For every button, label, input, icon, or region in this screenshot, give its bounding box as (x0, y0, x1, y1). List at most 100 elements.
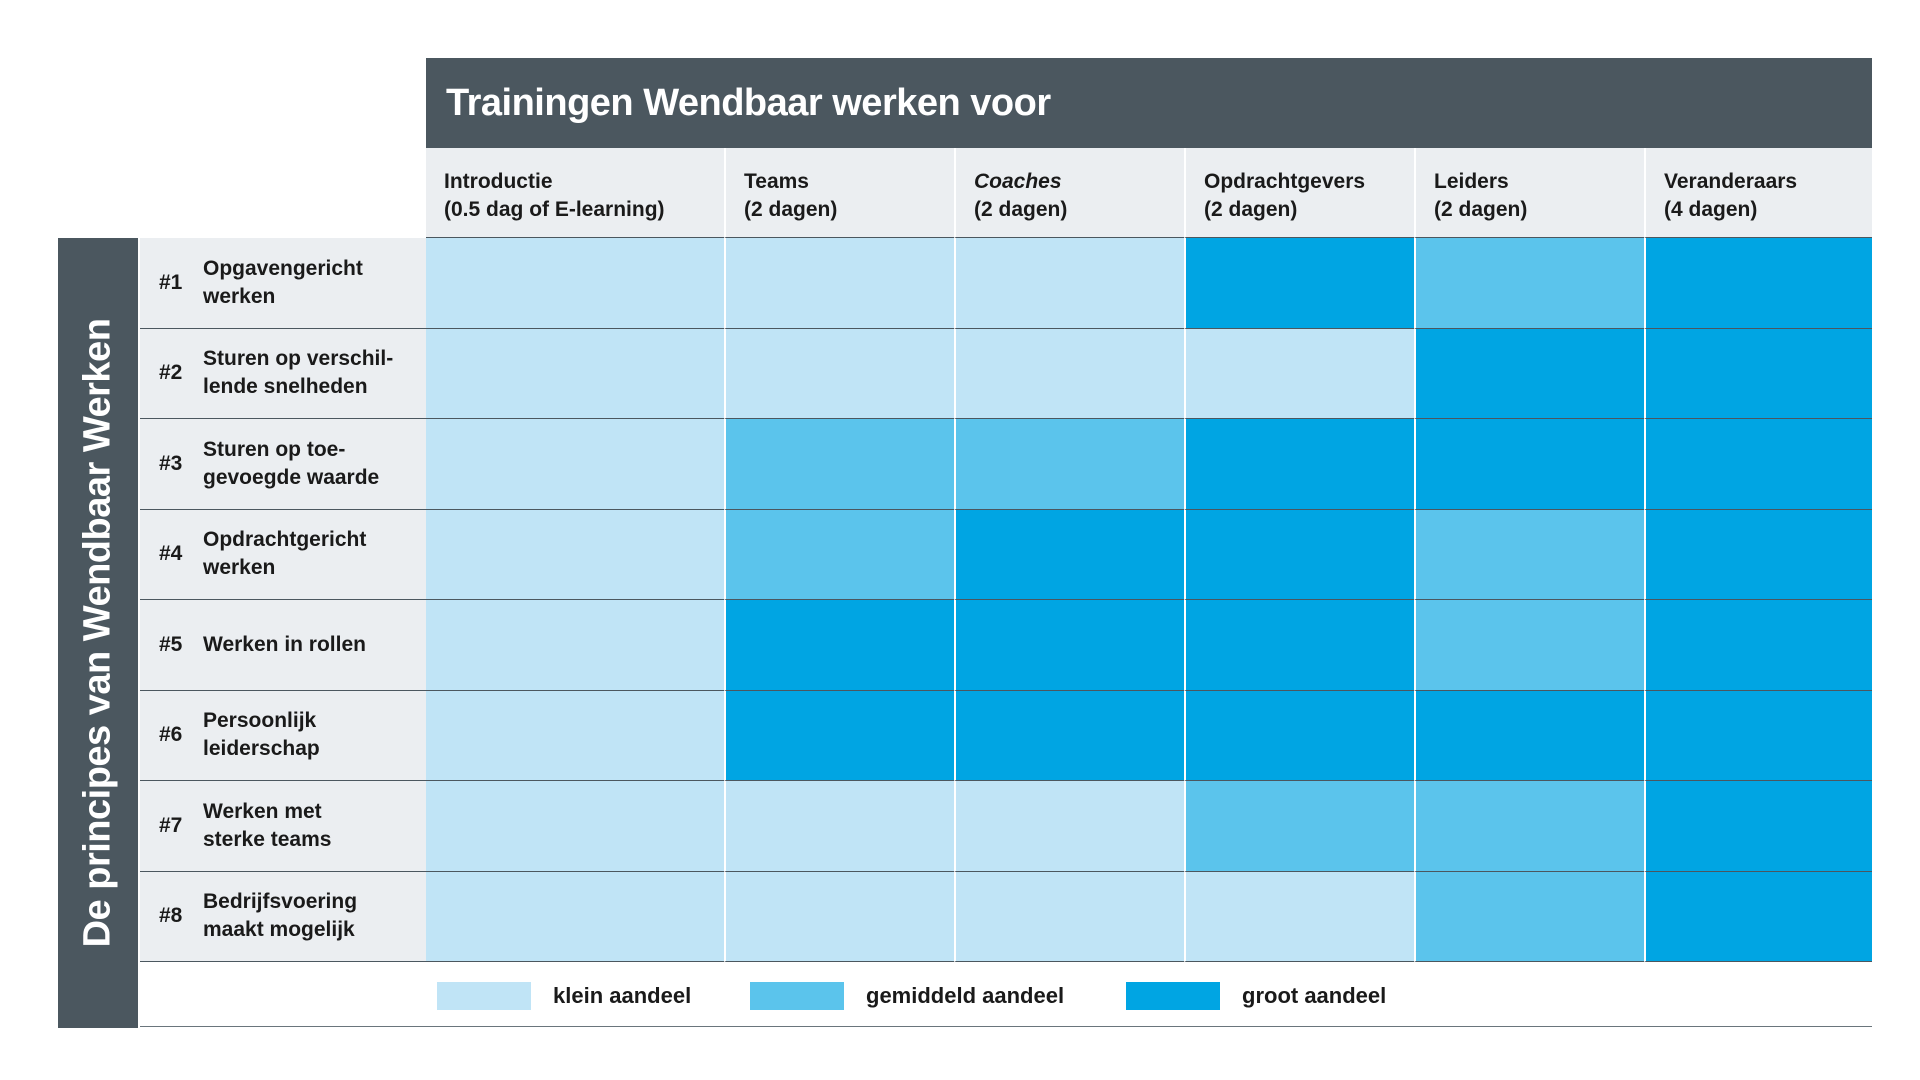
side-title: De principes van Wendbaar Werken (76, 318, 119, 948)
heatmap-cell (426, 419, 724, 510)
row-principle-line: Bedrijfsvoering (203, 890, 358, 914)
row-number: #4 (159, 542, 183, 566)
row-label: #4 Opdrachtgericht werken (140, 509, 426, 600)
legend-label: gemiddeld aandeel (866, 983, 1065, 1008)
row-principle-line: werken (203, 284, 276, 308)
heatmap-cell (426, 509, 724, 600)
row-principle-line: Opgavengericht (203, 256, 363, 280)
legend-label: groot aandeel (1242, 983, 1387, 1008)
legend-swatch (750, 982, 844, 1010)
row-principle-line: werken (203, 556, 276, 580)
column-header-duration: (0.5 dag of E-learning) (444, 198, 665, 221)
column-header-duration: (2 dagen) (1204, 198, 1298, 221)
heatmap-cell (1644, 690, 1872, 781)
row-label: #8 Bedrijfsvoering maakt mogelijk (140, 871, 426, 962)
row-principle: Opgavengericht werken (203, 255, 363, 311)
heatmap-cell (426, 690, 724, 781)
heatmap-cell (724, 509, 954, 600)
heatmap-cell (1184, 419, 1414, 510)
heatmap-cell (954, 781, 1184, 872)
row-label: #5 Werken in rollen (140, 600, 426, 691)
heatmap-cell (1414, 690, 1644, 781)
heatmap-cell (954, 238, 1184, 329)
heatmap-cell (1184, 600, 1414, 691)
chart-title-bar: Trainingen Wendbaar werken voor (426, 58, 1872, 148)
column-header: Opdrachtgevers (2 dagen) (1184, 148, 1414, 238)
row-principle-line: Opdrachtgericht (203, 528, 367, 552)
row-label: #6 Persoonlijk leiderschap (140, 690, 426, 781)
row-principle-line: lende snelheden (203, 375, 368, 399)
heatmap-cell (1414, 328, 1644, 419)
heatmap-cell (426, 238, 724, 329)
heatmap-cell (724, 238, 954, 329)
heatmap-cell (1184, 509, 1414, 600)
row-number: #8 (159, 904, 183, 928)
heatmap-cell (1414, 509, 1644, 600)
row-label: #3 Sturen op toe-gevoegde waarde (140, 419, 426, 510)
column-header-duration: (4 dagen) (1664, 198, 1758, 221)
column-header-name: Teams (744, 170, 809, 193)
heatmap-cell (426, 781, 724, 872)
row-label: #2 Sturen op verschil-lende snelheden (140, 328, 426, 419)
legend-label: klein aandeel (553, 983, 692, 1008)
row-principle: Sturen op toe-gevoegde waarde (203, 436, 379, 492)
row-principle: Bedrijfsvoering maakt mogelijk (203, 888, 357, 944)
heatmap-cell (954, 871, 1184, 962)
heatmap-cell (1184, 871, 1414, 962)
heatmap-cell (724, 690, 954, 781)
column-header-name: Introductie (444, 170, 553, 193)
column-header-name: Coaches (974, 170, 1062, 193)
row-principle-line: Sturen op toe- (203, 437, 346, 461)
row-principle: Werken met sterke teams (203, 798, 331, 854)
row-principle-line: gevoegde waarde (203, 465, 380, 489)
legend-swatch (1126, 982, 1220, 1010)
column-header: Leiders (2 dagen) (1414, 148, 1644, 238)
heatmap-cell (1414, 238, 1644, 329)
side-title-bar: De principes van Wendbaar Werken (58, 238, 138, 1028)
column-header: Teams (2 dagen) (724, 148, 954, 238)
heatmap-cell (426, 600, 724, 691)
heatmap-cell (1644, 600, 1872, 691)
legend-divider (140, 1026, 1872, 1027)
column-header: Coaches (2 dagen) (954, 148, 1184, 238)
heatmap-cell (954, 419, 1184, 510)
heatmap-cell (954, 600, 1184, 691)
heatmap-cell (1414, 871, 1644, 962)
heatmap-cell (954, 328, 1184, 419)
row-principle-line: sterke teams (203, 827, 332, 851)
heatmap-cell (1644, 509, 1872, 600)
column-header-name: Opdrachtgevers (1204, 170, 1366, 193)
heatmap-cell (724, 328, 954, 419)
heatmap-cell (1644, 781, 1872, 872)
row-principle: Sturen op verschil-lende snelheden (203, 345, 393, 401)
row-number: #2 (159, 361, 183, 385)
heatmap-cell (1644, 238, 1872, 329)
heatmap-cell (1414, 419, 1644, 510)
heatmap-cell (1644, 328, 1872, 419)
heatmap-cell (724, 871, 954, 962)
row-number: #7 (159, 813, 183, 837)
heatmap-cell (426, 871, 724, 962)
column-header-name: Leiders (1434, 170, 1509, 193)
chart-title: Trainingen Wendbaar werken voor (446, 82, 1051, 124)
heatmap-cell (724, 600, 954, 691)
row-principle-line: leiderschap (203, 737, 320, 761)
row-number: #3 (159, 451, 183, 475)
row-principle-line: Sturen op verschil- (203, 347, 394, 371)
heatmap-cell (1184, 238, 1414, 329)
heatmap-cell (1414, 600, 1644, 691)
legend-swatch (437, 982, 531, 1010)
column-header: Veranderaars (4 dagen) (1644, 148, 1872, 238)
row-principle-line: maakt mogelijk (203, 918, 355, 942)
row-number: #5 (159, 632, 183, 656)
row-label: #7 Werken met sterke teams (140, 781, 426, 872)
row-principle: Werken in rollen (203, 631, 366, 659)
column-header: Introductie (0.5 dag of E-learning) (426, 148, 724, 238)
row-principle: Opdrachtgericht werken (203, 526, 366, 582)
row-number: #1 (159, 270, 183, 294)
heatmap-cell (1414, 781, 1644, 872)
row-number: #6 (159, 723, 183, 747)
row-principle-line: Werken met (203, 799, 322, 823)
row-label: #1 Opgavengericht werken (140, 238, 426, 329)
column-header-name: Veranderaars (1664, 170, 1798, 193)
